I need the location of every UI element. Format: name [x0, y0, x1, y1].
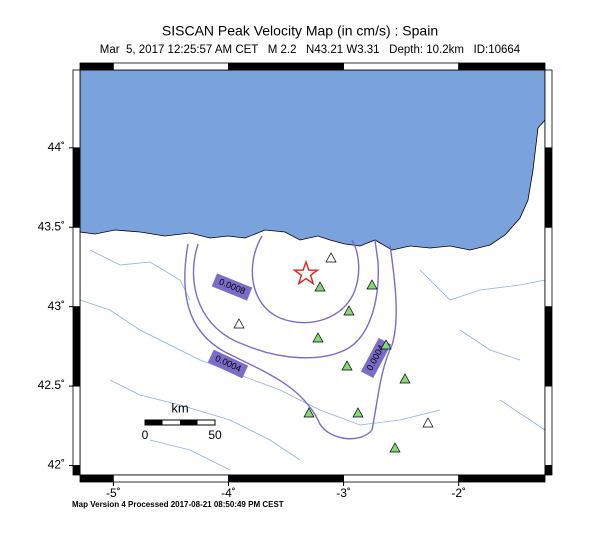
subtitle: Mar 5, 2017 12:25:57 AM CET M 2.2 N43.21… [100, 44, 521, 56]
frame-bar [72, 465, 81, 476]
frame-bar [544, 385, 553, 466]
frame-bar [544, 306, 553, 387]
frame-bar [544, 147, 553, 228]
y-tick-label: 42˚ [48, 458, 65, 472]
scale-start: 0 [142, 428, 149, 442]
scale-end: 50 [208, 428, 222, 442]
frame-bar [79, 474, 114, 483]
frame-bar [544, 465, 553, 476]
frame-bar [544, 226, 553, 308]
epicenter [292, 259, 320, 286]
frame-bar [72, 385, 81, 466]
frame-bar [343, 474, 460, 483]
y-tick-label: 43˚ [48, 299, 65, 313]
y-tick-label: 42.5˚ [38, 378, 65, 392]
frame-bar [458, 62, 546, 71]
frame-bar [343, 62, 460, 71]
title: SISCAN Peak Velocity Map (in cm/s) : Spa… [162, 23, 438, 39]
footer: Map Version 4 Processed 2017-08-21 08:50… [72, 500, 284, 509]
frame-bar [72, 69, 81, 149]
scale-bar: km 0 50 [142, 400, 222, 442]
frame-bar [544, 69, 553, 149]
contour-label-box [211, 273, 253, 301]
frame-bar [112, 62, 229, 71]
y-tick-label: 43.5˚ [38, 219, 65, 233]
scale-unit: km [171, 400, 188, 415]
frame-bar [112, 474, 229, 483]
frame-bar [72, 226, 81, 308]
map: 0.0008 0.0004 0.0004 km 0 50 [79, 69, 546, 475]
contour-label-box [207, 349, 249, 379]
stations [233, 252, 434, 453]
y-tick-label: 44˚ [48, 140, 65, 154]
frame-bar [72, 147, 81, 228]
frame-bar [228, 62, 344, 71]
frame-bar [79, 62, 114, 71]
ocean [79, 69, 546, 251]
x-tick-label: -2˚ [451, 486, 466, 500]
frame-bar [72, 306, 81, 387]
x-tick-label: -3˚ [336, 486, 351, 500]
frame-bar [458, 474, 546, 483]
x-tick-label: -4˚ [221, 486, 236, 500]
contours [184, 235, 397, 440]
x-tick-label: -5˚ [106, 486, 121, 500]
frame-bar [228, 474, 344, 483]
